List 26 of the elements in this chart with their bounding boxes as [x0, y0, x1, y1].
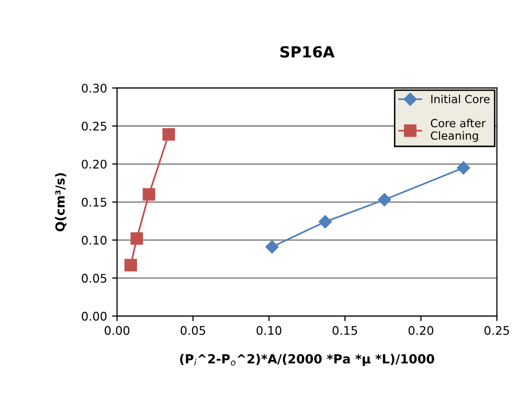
- y-tick-label: 0.00: [82, 312, 107, 321]
- x-axis-title: (P$_{i}$^2-P$_{o}$^2)*A/(2000 *Pa *μ *L)/1000: [180, 354, 434, 366]
- y-tick-label: 0.15: [82, 198, 106, 207]
- point: [456, 161, 470, 174]
- point: [142, 188, 156, 201]
- y-tick-label: 0.05: [82, 274, 106, 283]
- point: [265, 240, 279, 254]
- x-tick-label: 0.20: [408, 326, 434, 335]
- x-tick-label: 0.10: [256, 326, 282, 335]
- y-tick-label: 0.20: [82, 160, 107, 169]
- y-axis-title: Q(cm³/s): [55, 173, 66, 232]
- point: [162, 128, 175, 141]
- x-tick-label: 0.15: [332, 326, 358, 335]
- x-tick-label: 0.00: [104, 326, 130, 335]
- legend-label: Initial Core: [431, 94, 490, 104]
- point: [130, 232, 144, 245]
- point: [318, 215, 332, 228]
- y-tick-label: 0.25: [82, 122, 106, 131]
- y-tick-label: 0.30: [82, 84, 107, 93]
- y-tick-label: 0.10: [82, 236, 107, 245]
- x-tick-label: 0.25: [484, 326, 509, 335]
- legend-label: Core after Cleaning: [430, 118, 486, 142]
- chart-title: SP16A: [280, 46, 335, 58]
- point: [124, 258, 137, 272]
- point: [378, 193, 392, 206]
- x-tick-label: 0.05: [180, 326, 206, 335]
